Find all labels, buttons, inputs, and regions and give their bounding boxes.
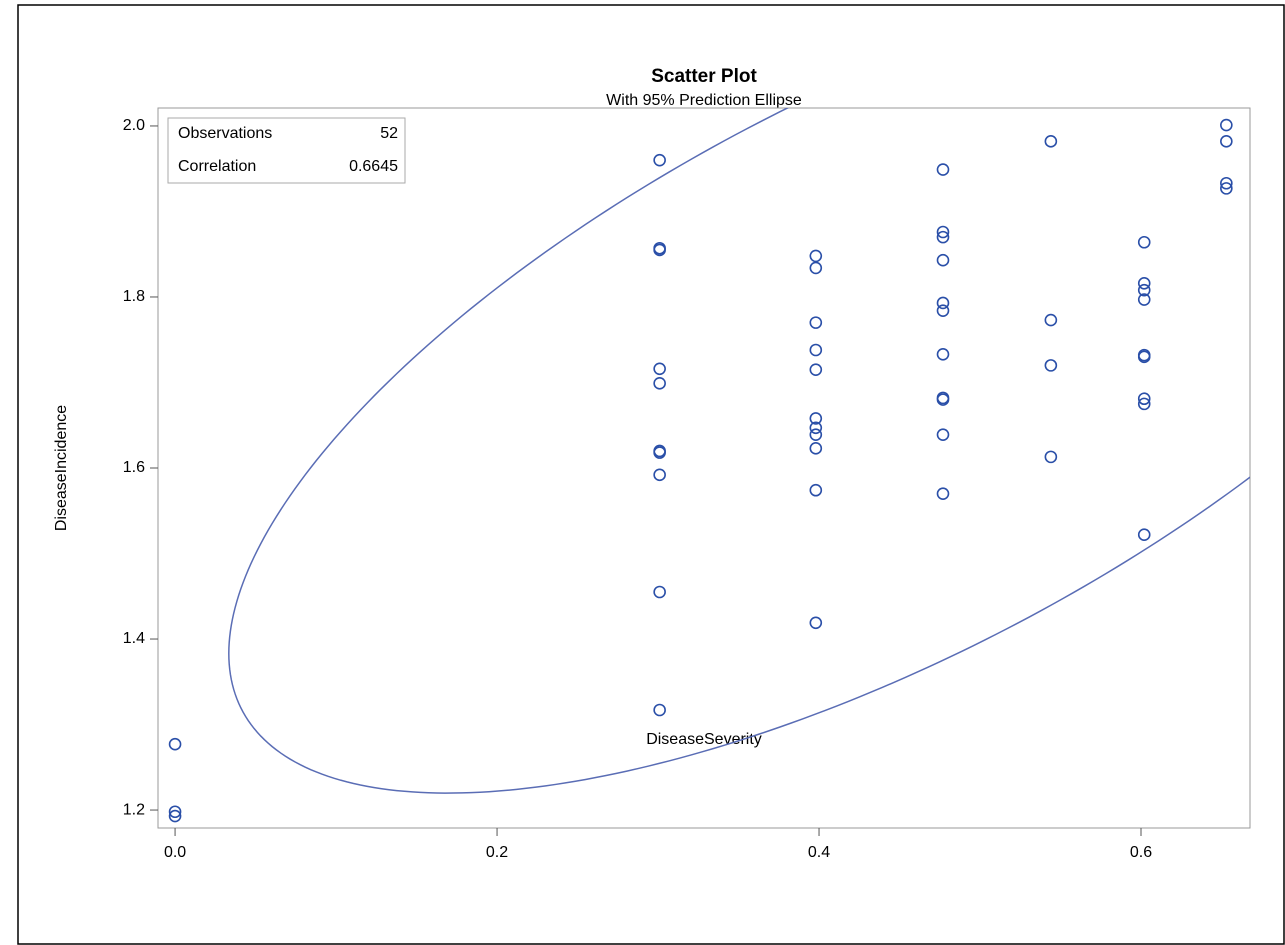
point — [653, 585, 666, 599]
point — [653, 703, 666, 717]
plot-area — [228, 108, 1250, 794]
point — [809, 363, 823, 376]
point — [168, 805, 182, 819]
point — [1220, 118, 1233, 132]
chart-subtitle: With 95% Prediction Ellipse — [606, 92, 802, 109]
point — [1044, 359, 1058, 372]
x-tick-label: 0.0 — [164, 844, 186, 861]
x-axis-label: DiseaseSeverity — [646, 731, 762, 748]
chart-title: Scatter Plot — [651, 66, 757, 87]
point — [1220, 182, 1233, 195]
point — [1137, 283, 1151, 297]
inset-box — [167, 117, 406, 184]
point — [936, 393, 950, 406]
point — [1044, 135, 1058, 148]
point — [936, 487, 950, 500]
inset-label: Observations — [178, 125, 272, 142]
point — [936, 428, 950, 441]
point — [809, 412, 823, 425]
point — [1137, 392, 1151, 406]
y-tick-label: 2.0 — [123, 117, 145, 134]
point — [809, 421, 823, 435]
point — [936, 304, 950, 317]
point — [809, 442, 823, 455]
point — [936, 296, 950, 310]
point — [936, 230, 950, 244]
inset-value: 52 — [380, 125, 398, 142]
inset-label: Correlation — [178, 158, 256, 175]
point — [1137, 397, 1151, 411]
point — [1137, 276, 1151, 290]
point — [809, 249, 823, 263]
point — [653, 362, 666, 376]
point — [653, 153, 666, 167]
y-axis-label: DiseaseIncidence — [53, 405, 70, 531]
point — [168, 809, 182, 823]
point — [809, 316, 823, 329]
point — [809, 616, 823, 630]
point — [168, 737, 182, 751]
point — [809, 261, 823, 275]
point — [1044, 450, 1058, 464]
point — [1137, 350, 1151, 364]
point — [809, 343, 823, 357]
y-tick-label: 1.2 — [123, 801, 145, 818]
y-tick-label: 1.8 — [123, 288, 145, 305]
point — [1220, 135, 1233, 148]
point — [936, 347, 950, 361]
point — [809, 483, 823, 497]
point — [653, 377, 666, 390]
point — [1137, 235, 1151, 249]
point — [653, 468, 666, 482]
prediction-ellipse — [228, 108, 1250, 794]
x-tick-label: 0.6 — [1130, 844, 1152, 861]
y-tick-label: 1.4 — [123, 630, 145, 647]
point — [809, 428, 823, 441]
point — [936, 225, 950, 239]
point — [936, 163, 950, 176]
point — [653, 446, 666, 459]
point — [1220, 176, 1233, 190]
x-tick-label: 0.2 — [486, 844, 508, 861]
point — [1137, 528, 1151, 541]
point — [1137, 293, 1151, 306]
x-tick-label: 0.4 — [808, 844, 830, 861]
point — [653, 243, 666, 257]
point — [936, 253, 950, 267]
inset-value: 0.6645 — [349, 158, 398, 175]
y-tick-label: 1.6 — [123, 459, 145, 476]
point — [1044, 313, 1058, 327]
